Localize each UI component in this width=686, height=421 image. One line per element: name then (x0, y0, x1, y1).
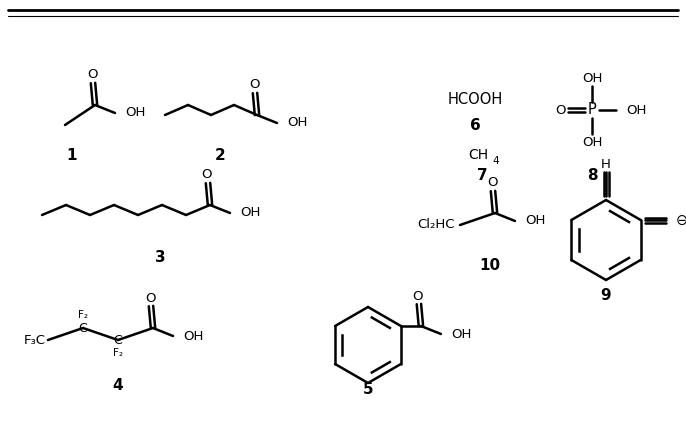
Text: 7: 7 (477, 168, 487, 182)
Text: C: C (114, 333, 122, 346)
Text: 5: 5 (363, 383, 373, 397)
Text: O: O (202, 168, 212, 181)
Text: 10: 10 (480, 258, 501, 272)
Text: 4: 4 (113, 378, 123, 392)
Text: F₃C: F₃C (24, 333, 46, 346)
Text: O: O (145, 291, 155, 304)
Text: H: H (601, 157, 611, 171)
Text: OH: OH (240, 206, 261, 219)
Text: CH: CH (468, 148, 488, 162)
Text: F₂: F₂ (113, 348, 123, 358)
Text: C: C (79, 322, 87, 335)
Text: O: O (86, 69, 97, 82)
Text: 1: 1 (67, 147, 78, 163)
Text: OH: OH (582, 136, 602, 149)
Text: O: O (487, 176, 497, 189)
Text: HCOOH: HCOOH (447, 93, 503, 107)
Text: 4: 4 (492, 156, 499, 166)
Text: 2: 2 (215, 147, 226, 163)
Text: 9: 9 (601, 288, 611, 303)
Text: P: P (588, 102, 596, 117)
Text: OH: OH (451, 328, 471, 341)
Text: ⊖: ⊖ (676, 213, 686, 227)
Text: Cl₂HC: Cl₂HC (418, 218, 455, 232)
Text: OH: OH (183, 330, 203, 343)
Text: 3: 3 (154, 250, 165, 264)
Text: OH: OH (125, 107, 145, 120)
Text: OH: OH (525, 215, 545, 227)
Text: 8: 8 (587, 168, 598, 182)
Text: F₂: F₂ (78, 310, 88, 320)
Text: O: O (249, 78, 259, 91)
Text: OH: OH (582, 72, 602, 85)
Text: O: O (413, 290, 423, 303)
Text: OH: OH (626, 104, 646, 117)
Text: OH: OH (287, 117, 307, 130)
Text: 6: 6 (470, 117, 480, 133)
Text: O: O (555, 104, 565, 117)
